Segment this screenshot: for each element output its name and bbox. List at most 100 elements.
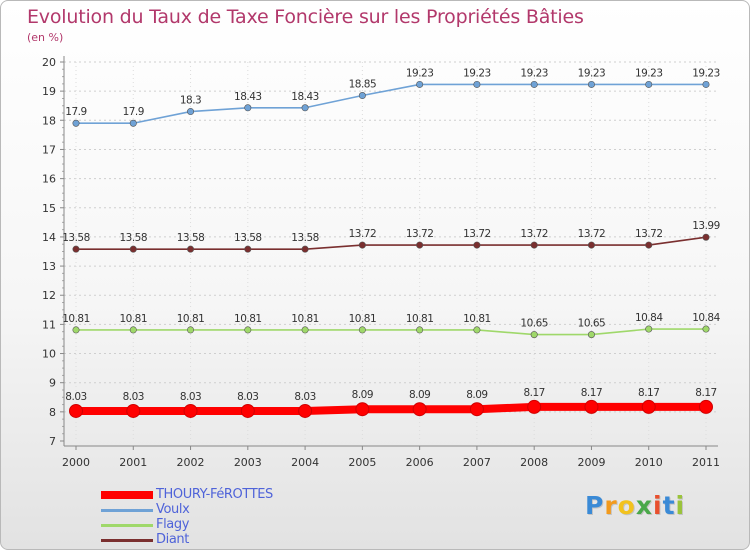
proxiti-logo: Proxiti [585, 491, 685, 520]
data-point [69, 403, 83, 418]
data-label: 13.58 [291, 232, 319, 244]
chart-subtitle: (en %) [27, 31, 64, 44]
data-point [641, 399, 656, 414]
data-point [702, 325, 710, 333]
data-point [530, 241, 538, 249]
data-point [416, 241, 424, 249]
y-tick-label: 8 [49, 406, 56, 419]
data-label: 13.58 [234, 232, 262, 244]
data-point [473, 80, 481, 88]
chart-legend: THOURY-FéROTTES Voulx Flagy Diant [101, 487, 341, 547]
data-point [183, 403, 198, 418]
data-point [587, 241, 595, 249]
data-point [187, 326, 195, 334]
data-label: 18.43 [291, 91, 319, 103]
series-line-1 [76, 83, 706, 125]
data-label: 17.9 [65, 106, 86, 118]
data-point [527, 399, 542, 414]
data-point [72, 245, 80, 253]
data-point [412, 402, 427, 417]
data-point [244, 245, 252, 253]
data-label: 17.9 [123, 106, 144, 118]
data-label: 8.03 [123, 391, 144, 403]
x-tick-label: 2006 [406, 456, 434, 469]
y-tick-label: 14 [42, 231, 56, 244]
data-label: 8.09 [352, 389, 373, 401]
data-point [587, 331, 595, 339]
data-point [72, 119, 80, 127]
logo-letter: r [604, 491, 618, 520]
y-tick-label: 7 [49, 435, 56, 448]
data-label: 18.85 [349, 79, 377, 91]
data-point [584, 399, 599, 414]
data-point [699, 399, 713, 414]
data-point [530, 331, 538, 339]
data-label: 10.65 [578, 318, 606, 330]
data-point [240, 403, 255, 418]
legend-label: THOURY-FéROTTES [156, 487, 273, 502]
data-point [473, 241, 481, 249]
y-tick-label: 11 [42, 318, 56, 331]
legend-swatch [101, 539, 153, 542]
data-label: 19.23 [692, 67, 720, 79]
x-tick-label: 2011 [692, 456, 720, 469]
data-label: 13.72 [520, 228, 548, 240]
data-label: 19.23 [635, 67, 663, 79]
data-point [301, 326, 309, 334]
y-tick-label: 20 [42, 56, 56, 69]
logo-letter: o [617, 491, 636, 520]
legend-swatch [101, 509, 153, 512]
logo-letter: x [635, 491, 653, 520]
data-label: 13.72 [349, 228, 377, 240]
y-tick-label: 17 [42, 143, 56, 156]
series-line-3 [76, 236, 707, 250]
data-point [355, 402, 370, 417]
logo-letter: i [653, 491, 663, 520]
data-label: 18.43 [234, 91, 262, 103]
data-label: 13.72 [578, 228, 606, 240]
y-tick-label: 12 [42, 289, 56, 302]
data-label: 10.65 [520, 318, 548, 330]
x-tick-label: 2007 [463, 456, 491, 469]
data-point [702, 233, 710, 241]
data-point [129, 245, 137, 253]
data-point [301, 245, 309, 253]
logo-letter: i [675, 491, 686, 520]
data-label: 8.03 [237, 391, 258, 403]
data-label: 13.72 [635, 228, 663, 240]
data-point [473, 326, 481, 334]
data-label: 10.84 [635, 312, 663, 324]
x-tick-label: 2000 [62, 456, 90, 469]
data-point [298, 403, 313, 418]
data-label: 8.03 [180, 391, 201, 403]
legend-item: Flagy [101, 517, 341, 532]
data-label: 19.23 [520, 67, 548, 79]
y-tick-label: 18 [42, 114, 56, 127]
legend-item: THOURY-FéROTTES [101, 487, 341, 502]
data-point [129, 119, 137, 127]
series-line-2 [76, 328, 706, 336]
data-point [126, 403, 141, 418]
data-point [645, 241, 653, 249]
y-tick-label: 9 [49, 377, 56, 390]
data-point [72, 326, 80, 334]
data-label: 8.17 [523, 387, 544, 399]
data-point [358, 241, 366, 249]
y-tick-label: 13 [42, 260, 56, 273]
x-tick-label: 2003 [234, 456, 262, 469]
data-label: 8.03 [294, 391, 315, 403]
data-label: 10.81 [406, 313, 434, 325]
data-point [244, 326, 252, 334]
data-label: 13.72 [406, 228, 434, 240]
data-point [358, 326, 366, 334]
y-tick-label: 15 [42, 202, 56, 215]
legend-item: Voulx [101, 502, 341, 517]
chart-title: Evolution du Taux de Taxe Foncière sur l… [27, 6, 584, 28]
y-tick-label: 10 [42, 348, 56, 361]
data-label: 10.81 [177, 313, 205, 325]
data-point [645, 80, 653, 88]
legend-label: Flagy [156, 517, 190, 532]
data-label: 13.58 [177, 232, 205, 244]
